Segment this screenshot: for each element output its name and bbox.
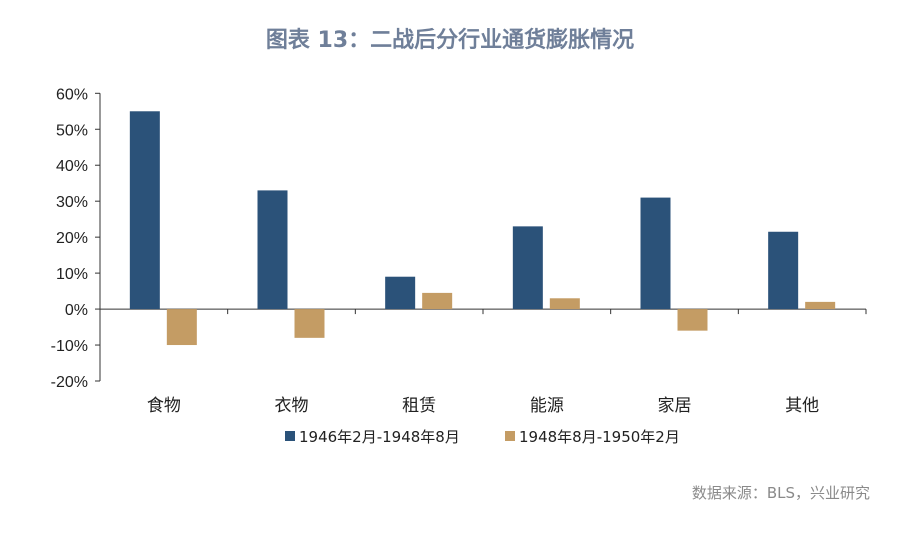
y-tick-label: 0%: [65, 302, 88, 319]
bar-1946-1948: [129, 111, 160, 310]
legend-swatch: [505, 431, 515, 441]
category-label: 食物: [147, 396, 181, 416]
y-tick-label: -20%: [51, 374, 88, 391]
y-tick-label: 20%: [56, 230, 88, 247]
bar-1948-1950: [294, 309, 325, 338]
bar-1948-1950: [422, 292, 453, 310]
legend-label: 1946年2月-1948年8月: [299, 428, 460, 446]
legend-swatch: [285, 431, 295, 441]
category-label: 家居: [658, 396, 692, 416]
y-tick-label: 60%: [56, 86, 88, 103]
source-note: 数据来源：BLS，兴业研究: [691, 484, 870, 502]
bar-1946-1948: [512, 226, 543, 310]
bar-1946-1948: [640, 197, 671, 310]
y-tick-label: 40%: [56, 158, 88, 175]
bar-1948-1950: [166, 309, 197, 346]
category-label: 能源: [530, 396, 564, 416]
category-label: 租赁: [402, 396, 436, 416]
legend-label: 1948年8月-1950年2月: [519, 428, 680, 446]
chart-title: 图表 13：二战后分行业通货膨胀情况: [265, 28, 635, 53]
y-tick-label: -10%: [51, 338, 88, 355]
y-tick-label: 10%: [56, 266, 88, 283]
bar-1946-1948: [385, 276, 416, 310]
bar-1948-1950: [677, 309, 708, 331]
category-label: 衣物: [275, 396, 309, 416]
bar-1946-1948: [257, 190, 288, 310]
bar-1948-1950: [549, 298, 580, 310]
bar-1946-1948: [768, 231, 799, 310]
category-label: 其他: [785, 396, 819, 416]
y-tick-label: 30%: [56, 194, 88, 211]
y-tick-label: 50%: [56, 122, 88, 139]
bar-1948-1950: [805, 301, 836, 310]
